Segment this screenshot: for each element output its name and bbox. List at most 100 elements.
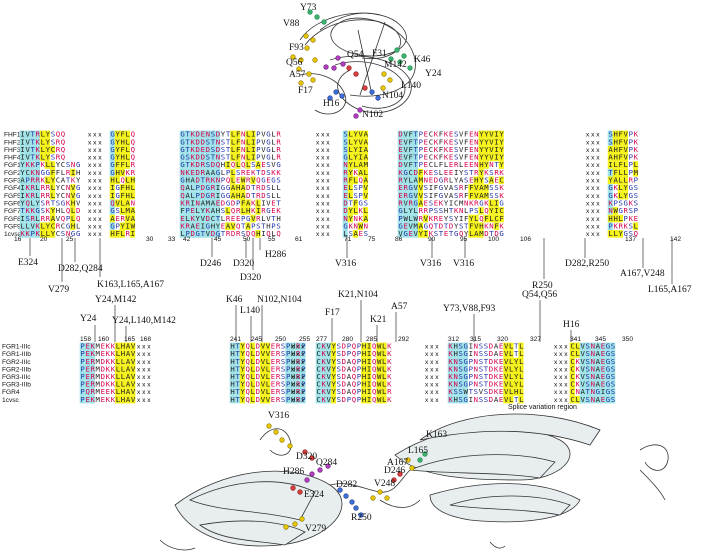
residue: M: [364, 160, 369, 169]
residue: L: [519, 395, 524, 404]
residue: V: [581, 357, 586, 366]
residue: L: [479, 206, 484, 215]
residue: S: [281, 349, 285, 358]
residue: Y: [241, 342, 246, 351]
residue: R: [36, 176, 41, 185]
residue-highlight: [347, 145, 353, 154]
residue-highlight: [579, 395, 585, 404]
residue-highlight: [179, 130, 185, 139]
residue: D: [221, 198, 225, 207]
residue: G: [606, 372, 610, 381]
top-structure-sidechains: [290, 9, 413, 119]
residue: E: [429, 176, 433, 185]
residue-highlight: [397, 138, 403, 146]
residue-highlight: [29, 168, 35, 177]
residue: V: [459, 137, 464, 146]
residue: Q: [246, 364, 250, 373]
residue-number: 168: [140, 336, 151, 343]
row-name: FGR2-IIIc: [2, 359, 31, 366]
residue-number: 285: [366, 336, 377, 343]
residue-highlight: [109, 199, 115, 208]
residue: Q: [226, 176, 230, 185]
residue: G: [180, 130, 184, 139]
residue: Y: [241, 380, 246, 389]
residue: N: [180, 168, 184, 177]
residue: L: [241, 206, 246, 215]
top-label: F31: [372, 49, 387, 59]
top-label: Q54: [347, 50, 364, 60]
residue: H: [230, 372, 234, 381]
residue-number: 158: [80, 336, 91, 343]
residue: W: [613, 206, 618, 215]
residue: D: [256, 357, 260, 366]
residue: N: [424, 176, 428, 185]
residue: A: [489, 176, 494, 185]
residue-highlight: [622, 138, 628, 146]
residue-highlight: [325, 380, 331, 389]
residue: I: [20, 145, 24, 154]
residue-highlight: [325, 395, 331, 404]
residue: L: [348, 191, 353, 200]
residue: D: [196, 145, 200, 154]
top-label: A57: [289, 70, 306, 80]
residue: N: [71, 160, 75, 169]
residue: V: [131, 349, 136, 358]
residue: Q: [352, 372, 356, 381]
residue-highlight: [125, 373, 131, 381]
gap-separator: x x x: [316, 185, 330, 192]
residue-highlight: [452, 380, 458, 389]
residue: K: [106, 395, 111, 404]
residue-highlight: [381, 373, 387, 381]
residue-highlight: [179, 145, 185, 154]
residue: L: [509, 387, 514, 396]
residue: K: [434, 145, 439, 154]
residue-highlight: [607, 130, 613, 139]
residue-highlight: [589, 342, 596, 351]
gap-separator: x x x: [586, 178, 600, 185]
residue: H: [362, 357, 366, 366]
residue: V: [261, 349, 266, 358]
residue: T: [31, 137, 36, 146]
residue: I: [201, 221, 205, 230]
residue: K: [191, 130, 196, 139]
residue-highlight: [194, 176, 200, 185]
residue: Y: [46, 145, 51, 154]
residue: M: [96, 349, 101, 358]
residue: H: [256, 229, 260, 238]
residue: K: [251, 168, 256, 177]
residue: L: [36, 214, 41, 223]
residue: S: [619, 198, 623, 207]
residue: V: [424, 214, 429, 223]
residue: K: [25, 229, 30, 238]
residue: V: [327, 395, 332, 404]
residue: F: [619, 145, 623, 154]
residue-highlight: [632, 168, 639, 177]
residue-highlight: [362, 176, 369, 185]
residue: D: [101, 357, 105, 366]
residue: F: [619, 153, 623, 162]
residue: V: [403, 145, 408, 154]
residue-highlight: [417, 184, 424, 192]
residue-highlight: [89, 373, 95, 381]
residue: D: [246, 229, 250, 238]
residue: E: [216, 198, 220, 207]
residue-highlight: [315, 365, 321, 373]
bottom-label: V316: [268, 411, 289, 421]
residue: V: [624, 153, 629, 162]
residue-highlight: [342, 138, 348, 146]
residue: K: [191, 145, 196, 154]
residue: Y: [332, 395, 337, 404]
residue: Y: [354, 145, 359, 154]
residue-highlight: [189, 222, 195, 231]
residue-highlight: [361, 395, 367, 404]
residue: K: [575, 357, 580, 366]
residue: A: [459, 176, 464, 185]
residue-highlight: [498, 207, 504, 215]
residue: L: [71, 206, 76, 215]
residue: V: [261, 395, 266, 404]
residue: S: [337, 380, 341, 389]
residue: E: [601, 395, 605, 404]
residue: D: [196, 130, 200, 139]
residue: D: [191, 229, 195, 238]
residue: K: [31, 206, 36, 215]
